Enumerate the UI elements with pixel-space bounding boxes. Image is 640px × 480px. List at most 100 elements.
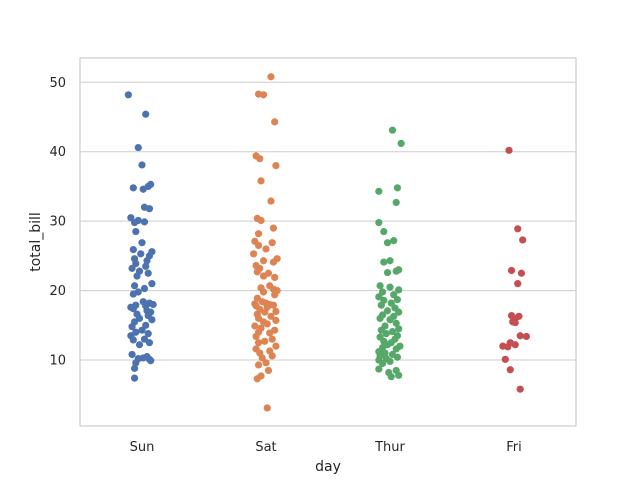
data-point-sun	[138, 161, 146, 169]
data-point-sat	[254, 230, 263, 238]
data-point-sun	[130, 218, 139, 227]
data-point-sun	[149, 300, 157, 309]
data-point-sat	[271, 118, 279, 126]
data-point-sun	[132, 359, 140, 367]
y-tick-label: 40	[49, 145, 66, 160]
data-point-sat	[254, 361, 263, 369]
data-point-sun	[134, 143, 142, 152]
data-point-sun	[129, 184, 137, 192]
data-point-sun	[139, 185, 147, 193]
data-points	[124, 73, 531, 412]
data-point-sun	[138, 239, 146, 247]
data-point-fri	[504, 343, 512, 351]
y-tick-label: 30	[49, 215, 66, 230]
data-point-thur	[383, 239, 392, 247]
data-point-thur	[378, 359, 387, 368]
data-point-thur	[386, 357, 394, 366]
data-point-fri	[514, 280, 522, 288]
data-point-sat	[262, 359, 270, 367]
data-point-sun	[140, 218, 149, 226]
data-point-sat	[257, 216, 265, 225]
data-point-thur	[380, 258, 388, 266]
data-point-sun	[140, 284, 149, 293]
data-point-fri	[511, 341, 519, 349]
data-point-sun	[144, 269, 152, 277]
data-point-sat	[263, 320, 271, 328]
data-point-sun	[137, 250, 145, 258]
plot-frame	[79, 57, 577, 427]
data-point-sat	[268, 239, 276, 247]
data-point-sun	[132, 227, 140, 236]
data-point-sun	[132, 259, 140, 268]
data-point-fri	[506, 366, 514, 374]
data-point-sun	[130, 282, 139, 290]
data-point-thur	[386, 257, 394, 265]
data-point-thur	[387, 373, 395, 381]
data-point-sun	[142, 110, 150, 118]
data-point-thur	[383, 268, 392, 277]
data-point-sat	[263, 404, 271, 412]
data-point-sun	[145, 339, 154, 347]
data-point-sat	[259, 288, 268, 296]
data-point-sun	[130, 364, 139, 372]
x-tick-label: Thur	[374, 440, 405, 455]
data-point-sun	[129, 246, 137, 254]
data-point-thur	[386, 283, 394, 291]
data-point-sat	[254, 241, 263, 250]
data-point-sat	[253, 375, 261, 383]
data-point-sat	[252, 332, 260, 341]
y-tick-labels: 10 20 30 40 50	[49, 76, 66, 369]
data-point-thur	[375, 218, 383, 227]
data-point-sat	[267, 312, 275, 320]
data-point-thur	[392, 267, 400, 275]
data-point-sun	[129, 305, 137, 313]
data-point-sun	[124, 91, 132, 99]
data-point-sat	[259, 272, 268, 280]
data-point-thur	[395, 308, 403, 316]
data-point-fri	[501, 355, 509, 363]
data-point-sun	[148, 316, 156, 324]
data-point-thur	[393, 296, 402, 304]
x-axis-label: day	[315, 459, 341, 475]
data-point-thur	[393, 353, 402, 361]
y-tick-label: 20	[49, 284, 66, 299]
data-point-fri	[511, 318, 519, 327]
data-point-thur	[392, 345, 400, 353]
data-point-thur	[386, 316, 394, 324]
data-point-thur	[387, 299, 395, 307]
data-point-sat	[259, 91, 268, 99]
data-point-sat	[262, 245, 270, 253]
data-point-sat	[271, 291, 279, 299]
data-point-sat	[259, 257, 268, 265]
data-point-sat	[272, 162, 280, 170]
data-point-thur	[390, 291, 398, 299]
data-point-sat	[267, 73, 275, 81]
data-point-fri	[522, 332, 531, 341]
data-point-fri	[519, 236, 527, 244]
x-tick-label: Sun	[130, 440, 155, 455]
data-point-thur	[397, 139, 405, 148]
data-point-sat	[256, 155, 264, 163]
x-tick-label: Fri	[506, 440, 522, 455]
data-point-thur	[388, 327, 397, 336]
data-point-sun	[142, 262, 150, 270]
data-point-sun	[144, 330, 152, 338]
data-point-thur	[388, 126, 397, 134]
data-point-sat	[261, 337, 269, 345]
data-point-sat	[254, 339, 263, 347]
data-point-thur	[378, 288, 387, 296]
data-point-thur	[395, 371, 403, 379]
data-point-thur	[390, 237, 398, 245]
data-point-sun	[143, 257, 151, 265]
data-point-thur	[395, 325, 403, 333]
data-point-sun	[128, 323, 136, 331]
data-point-sat	[268, 335, 276, 343]
y-tick-label: 50	[49, 76, 66, 91]
data-point-thur	[375, 187, 383, 195]
data-point-sat	[266, 329, 274, 337]
x-tick-labels: Sun Sat Thur Fri	[130, 440, 522, 455]
data-point-sat	[261, 308, 269, 316]
data-point-sun	[129, 290, 137, 298]
y-axis-label: total_bill	[28, 212, 44, 272]
data-point-thur	[382, 330, 390, 338]
